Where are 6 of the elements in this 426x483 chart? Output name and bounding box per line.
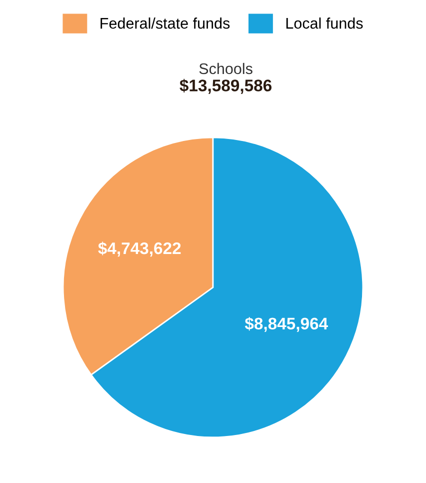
legend-label: Federal/state funds	[100, 18, 230, 29]
text: Schools	[199, 62, 252, 74]
text: $13,589,586	[180, 78, 272, 94]
data-label: $4,743,622	[98, 242, 181, 257]
data-label: $8,845,964	[244, 316, 328, 332]
legend-label: Local funds	[286, 18, 363, 29]
